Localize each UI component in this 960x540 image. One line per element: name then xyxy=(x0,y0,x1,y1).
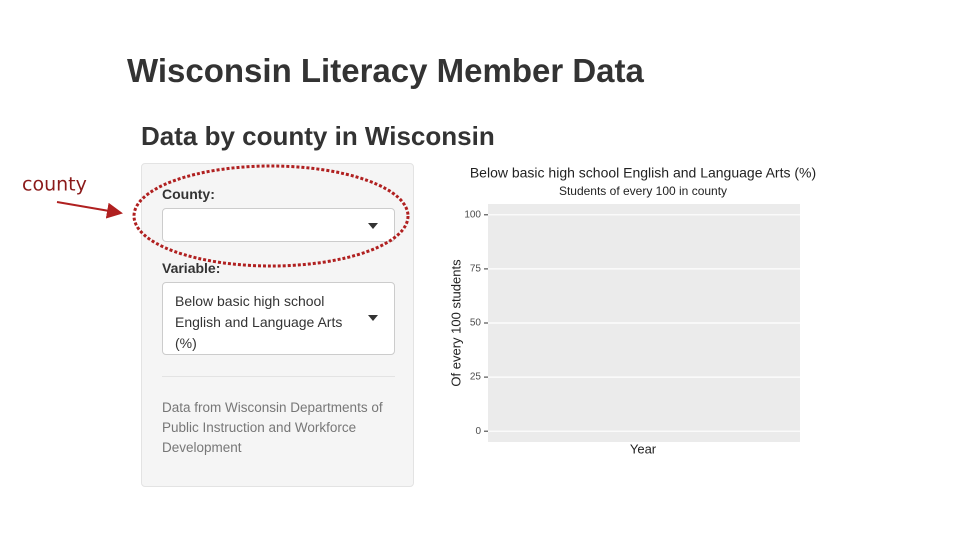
variable-label: Variable: xyxy=(162,260,221,276)
annotation-arrow xyxy=(56,201,123,219)
variable-value: Below basic high school English and Lang… xyxy=(175,293,343,351)
source-note: Data from Wisconsin Departments of Publi… xyxy=(162,400,383,455)
variable-select[interactable]: Below basic high school English and Lang… xyxy=(162,282,395,355)
annotation-label: county xyxy=(22,174,87,196)
caret xyxy=(368,223,378,229)
y-tick-label: 0 xyxy=(475,426,481,437)
y-tick-label: 75 xyxy=(470,264,482,275)
caret xyxy=(368,315,378,321)
county-select[interactable] xyxy=(162,208,395,242)
section-title: Data by county in Wisconsin xyxy=(141,121,495,151)
page-title: Wisconsin Literacy Member Data xyxy=(127,52,644,89)
y-tick-label: 50 xyxy=(470,318,482,329)
chart-subtitle: Students of every 100 in county xyxy=(559,184,727,198)
y-tick-label: 100 xyxy=(464,209,481,220)
divider xyxy=(162,376,395,377)
x-axis-label: Year xyxy=(630,441,657,456)
y-axis-label: Of every 100 students xyxy=(448,259,463,387)
chart-title: Below basic high school English and Lang… xyxy=(470,165,816,181)
county-label: County: xyxy=(162,186,215,202)
y-tick-label: 25 xyxy=(470,372,482,383)
sidebar: County: Variable: Below basic high schoo… xyxy=(141,163,414,487)
highlight-ellipse xyxy=(132,164,410,268)
